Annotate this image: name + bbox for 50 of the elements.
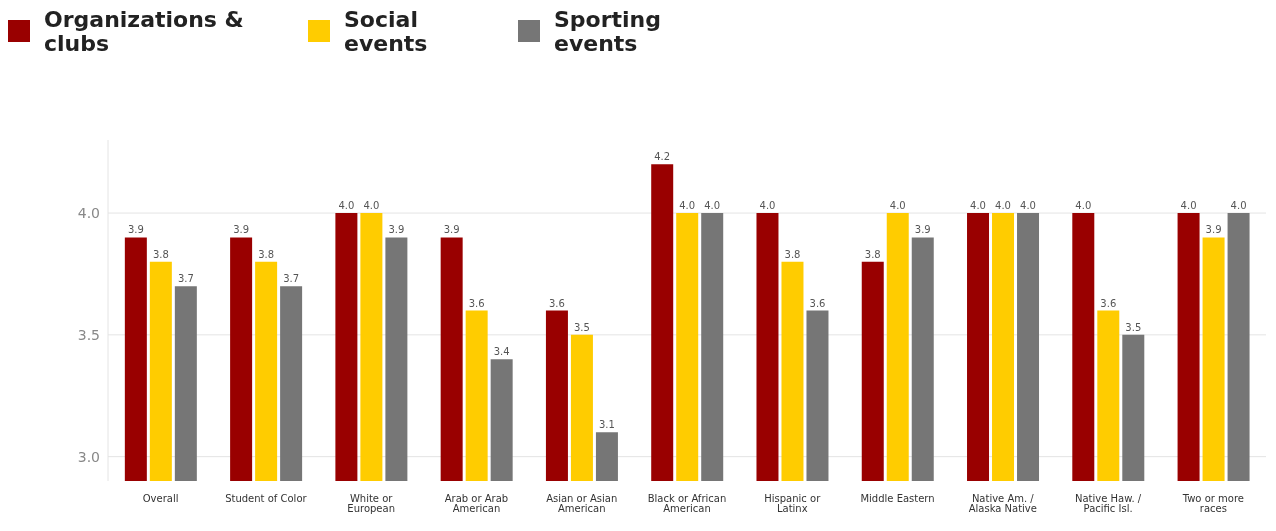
data-label: 3.4 bbox=[493, 346, 510, 358]
data-label: 3.8 bbox=[258, 248, 275, 260]
x-tick-label: White or European bbox=[347, 493, 395, 515]
data-label: 4.0 bbox=[995, 200, 1011, 212]
data-label: 4.0 bbox=[338, 200, 355, 212]
data-label: 3.7 bbox=[177, 273, 194, 285]
legend-label: Sporting events bbox=[554, 7, 662, 56]
data-label: 4.0 bbox=[1075, 200, 1092, 212]
data-label: 4.0 bbox=[889, 200, 906, 212]
data-label: 3.6 bbox=[809, 297, 826, 309]
data-label: 4.0 bbox=[363, 200, 380, 212]
data-label: 3.9 bbox=[388, 224, 405, 236]
data-label: 4.0 bbox=[1180, 200, 1197, 212]
data-label: 4.2 bbox=[654, 151, 671, 163]
data-label: 3.6 bbox=[1100, 297, 1117, 309]
data-label: 3.7 bbox=[283, 273, 300, 285]
x-tick-label: Middle Eastern bbox=[860, 493, 935, 505]
data-label: 4.0 bbox=[1230, 200, 1247, 212]
data-label: 3.5 bbox=[573, 321, 590, 333]
data-label: 3.8 bbox=[864, 248, 881, 260]
y-tick-label: 4.0 bbox=[77, 205, 100, 222]
data-label: 3.5 bbox=[1125, 321, 1142, 333]
data-label: 3.9 bbox=[233, 224, 250, 236]
y-tick-label: 3.5 bbox=[77, 326, 100, 343]
legend-label: Organizations & clubs bbox=[44, 7, 244, 56]
x-tick-label: Hispanic or Latinx bbox=[764, 493, 822, 515]
data-label: 4.0 bbox=[970, 200, 986, 212]
data-label: 4.0 bbox=[679, 200, 696, 212]
x-tick-label: Overall bbox=[142, 493, 179, 505]
data-label: 4.0 bbox=[759, 200, 776, 212]
legend-label: Social events bbox=[344, 7, 429, 56]
data-label: 3.1 bbox=[598, 419, 615, 431]
data-label: 3.9 bbox=[914, 224, 931, 236]
x-tick-label: Two or more races bbox=[1181, 493, 1244, 515]
data-label: 3.6 bbox=[548, 297, 565, 309]
data-label: 3.8 bbox=[784, 248, 801, 260]
x-tick-label: Black or African American bbox=[647, 493, 727, 515]
x-tick-label: Native Haw. / Pacific Isl. bbox=[1074, 493, 1142, 515]
data-label: 3.8 bbox=[152, 248, 169, 260]
x-tick-label: Student of Color bbox=[225, 493, 308, 505]
data-label: 3.9 bbox=[127, 224, 144, 236]
y-tick-label: 3.0 bbox=[77, 448, 100, 465]
data-label: 3.6 bbox=[468, 297, 485, 309]
x-tick-label: Native Am. / Alaska Native bbox=[968, 493, 1037, 515]
data-label: 3.9 bbox=[1205, 224, 1222, 236]
data-label: 4.0 bbox=[1020, 200, 1036, 212]
data-label: 3.9 bbox=[443, 224, 460, 236]
x-tick-label: Asian or Asian American bbox=[546, 493, 618, 515]
data-label: 4.0 bbox=[704, 200, 721, 212]
x-tick-label: Arab or Arab American bbox=[444, 493, 509, 515]
